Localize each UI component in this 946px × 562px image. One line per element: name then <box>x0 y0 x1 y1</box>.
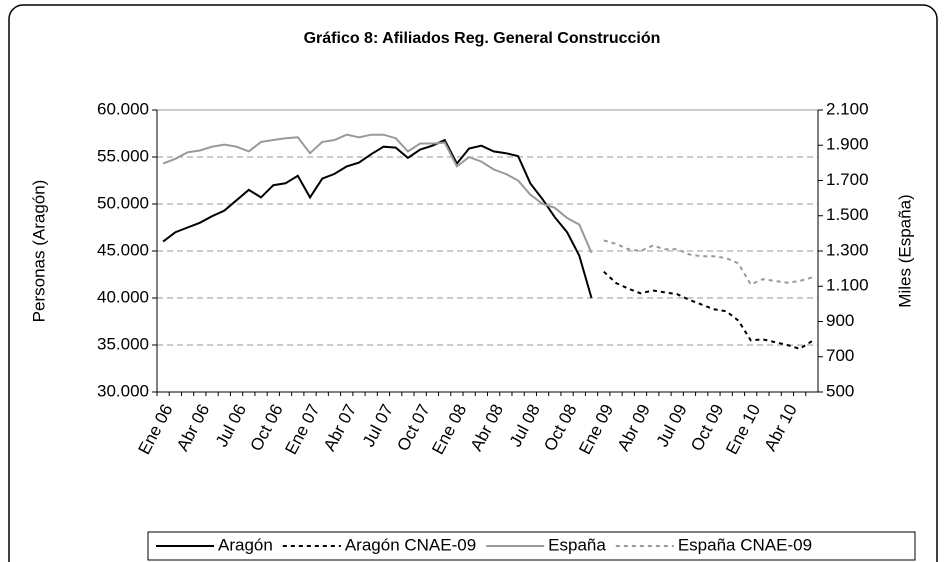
y-tick-label: 30.000 <box>97 381 149 400</box>
chart-frame <box>8 4 938 562</box>
series-line <box>162 133 593 254</box>
y2-tick-label: 1.100 <box>826 276 869 295</box>
legend-label: España <box>548 535 606 554</box>
y-tick-label: 50.000 <box>97 193 149 212</box>
legend-label: España CNAE-09 <box>678 535 812 554</box>
y-tick-label: 55.000 <box>97 146 149 165</box>
y2-tick-label: 1.900 <box>826 135 869 154</box>
y2-tick-label: 900 <box>826 311 854 330</box>
y2-tick-label: 500 <box>826 381 854 400</box>
series-line <box>603 239 813 286</box>
y2-tick-label: 2.100 <box>826 99 869 118</box>
chart-title: Gráfico 8: Afiliados Reg. General Constr… <box>304 30 661 47</box>
series-line <box>162 138 593 299</box>
y-tick-label: 45.000 <box>97 240 149 259</box>
y2-axis-label: Miles (España) <box>895 194 914 307</box>
legend-label: Aragón CNAE-09 <box>345 535 476 554</box>
y-tick-label: 60.000 <box>97 99 149 118</box>
y2-tick-label: 1.500 <box>826 205 869 224</box>
series-line <box>603 270 813 350</box>
y-tick-label: 35.000 <box>97 334 149 353</box>
y2-tick-label: 700 <box>826 346 854 365</box>
legend-label: Aragón <box>218 535 273 554</box>
y2-tick-label: 1.300 <box>826 240 869 259</box>
y-axis-label: Personas (Aragón) <box>29 180 48 323</box>
y-tick-label: 40.000 <box>97 287 149 306</box>
y2-tick-label: 1.700 <box>826 170 869 189</box>
